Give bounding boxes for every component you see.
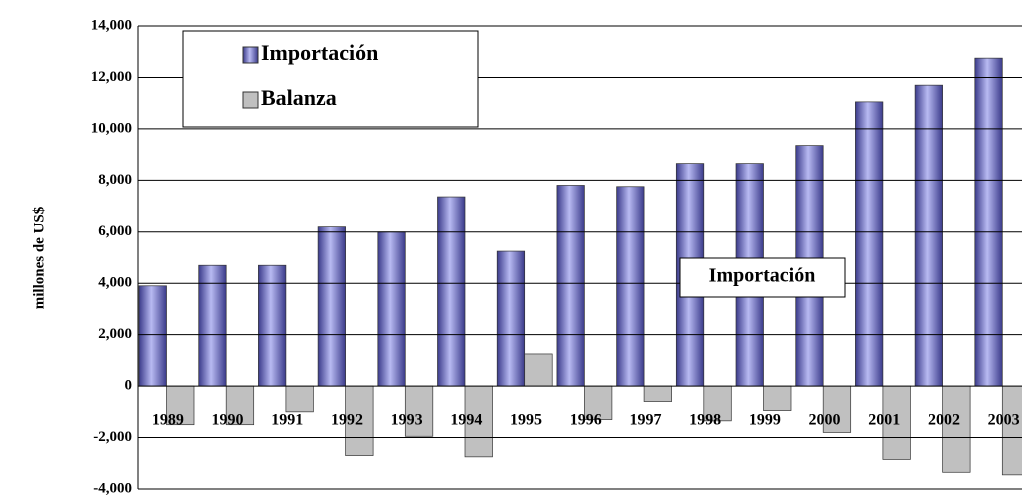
x-tick-label: 2003 — [988, 412, 1020, 429]
y-tick-label: -4,000 — [93, 480, 132, 496]
x-tick-label: 1998 — [689, 412, 721, 429]
bar — [703, 385, 732, 422]
legend-box — [182, 30, 479, 128]
y-tick-label: 4,000 — [98, 275, 132, 291]
bar — [942, 385, 971, 473]
bar — [556, 185, 585, 387]
bar — [974, 57, 1003, 387]
legend-label: Importación — [261, 40, 378, 65]
x-tick-label: 2000 — [809, 412, 841, 429]
legend-label: Balanza — [261, 85, 337, 110]
bar — [437, 196, 466, 387]
y-tick-label: 10,000 — [91, 120, 132, 136]
bar — [404, 385, 434, 437]
x-tick-label: 1991 — [271, 412, 303, 429]
y-tick-label: 6,000 — [98, 223, 132, 239]
bar — [643, 385, 672, 402]
bar — [914, 84, 943, 387]
x-tick-label: 1990 — [212, 412, 244, 429]
y-tick-label: 0 — [125, 378, 133, 394]
x-tick-label: 1999 — [749, 412, 781, 429]
bar — [166, 385, 195, 426]
y-tick-label: 14,000 — [91, 17, 132, 33]
x-tick-label: 2002 — [928, 412, 960, 429]
bar — [616, 186, 645, 387]
bar — [763, 385, 792, 411]
x-tick-label: 1994 — [450, 412, 482, 429]
x-tick-label: 1997 — [629, 412, 661, 429]
bar — [524, 353, 553, 387]
bar — [345, 385, 374, 456]
y-axis-label: millones de US$ — [31, 206, 47, 309]
bar — [225, 385, 255, 426]
x-tick-label: 1992 — [331, 412, 363, 429]
bar — [464, 385, 493, 458]
bar — [317, 226, 346, 387]
bar — [822, 385, 852, 433]
bar — [258, 264, 287, 387]
bar — [496, 250, 526, 387]
bar — [584, 385, 613, 420]
y-tick-label: 2,000 — [98, 326, 132, 342]
annotation-box — [679, 257, 846, 298]
bar — [855, 101, 884, 387]
bar — [377, 231, 406, 387]
x-tick-label: 1993 — [391, 412, 423, 429]
bar — [138, 285, 167, 387]
annotation: Importación — [709, 265, 816, 287]
x-tick-label: 1989 — [152, 412, 184, 429]
legend-swatch — [242, 46, 259, 64]
bar — [1001, 385, 1022, 476]
bar — [285, 385, 314, 413]
y-tick-label: 8,000 — [98, 172, 132, 188]
y-tick-label: -2,000 — [93, 429, 132, 445]
x-tick-label: 1996 — [570, 412, 602, 429]
y-tick-label: 12,000 — [91, 69, 132, 85]
x-tick-label: 1995 — [510, 412, 542, 429]
legend-swatch — [242, 91, 259, 109]
bar — [198, 264, 227, 387]
x-tick-label: 2001 — [868, 412, 900, 429]
